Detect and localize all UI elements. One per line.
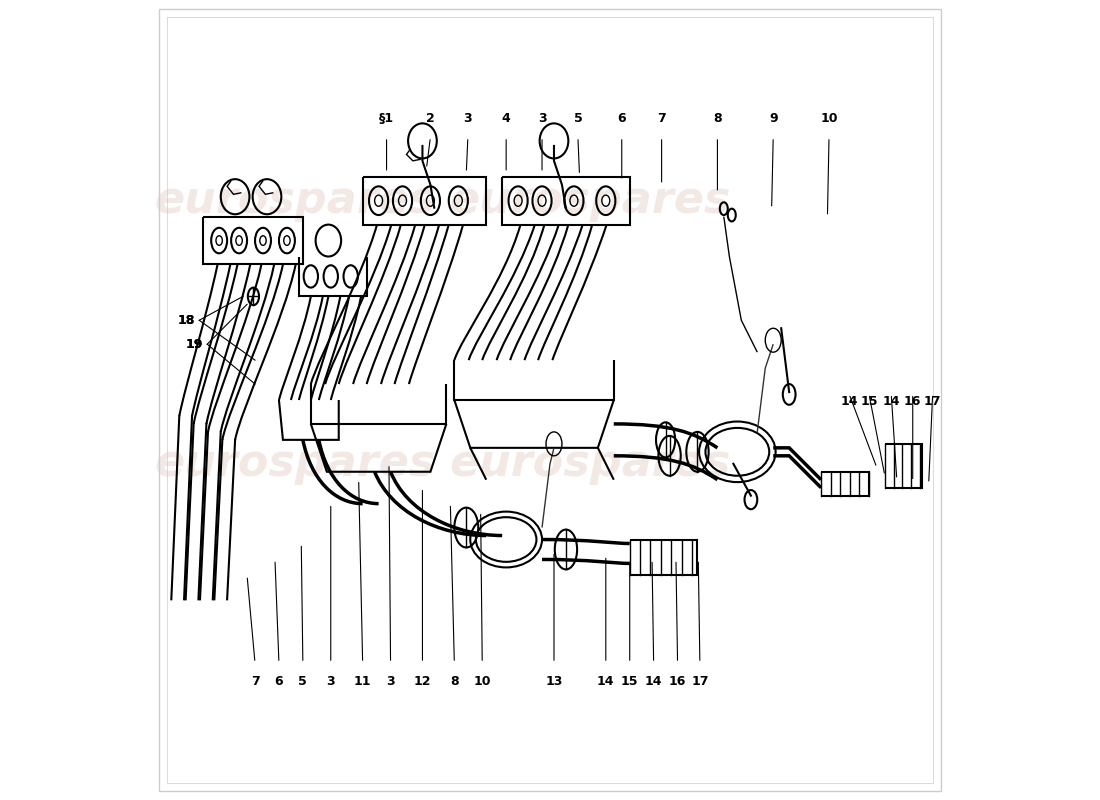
Text: 19: 19 xyxy=(186,338,204,350)
Text: 15: 15 xyxy=(860,395,878,408)
Text: 5: 5 xyxy=(573,112,582,125)
Text: 19: 19 xyxy=(186,338,204,350)
Text: 13: 13 xyxy=(546,675,563,688)
Text: 3: 3 xyxy=(327,675,336,688)
Text: 14: 14 xyxy=(840,395,858,408)
Text: 10: 10 xyxy=(473,675,491,688)
Text: 18: 18 xyxy=(178,314,195,326)
Text: 17: 17 xyxy=(691,675,708,688)
Text: 6: 6 xyxy=(617,112,626,125)
Text: 3: 3 xyxy=(538,112,547,125)
Text: §1: §1 xyxy=(379,112,394,125)
Text: 8: 8 xyxy=(450,675,459,688)
Text: 12: 12 xyxy=(414,675,431,688)
Text: 16: 16 xyxy=(904,395,922,408)
Text: 14: 14 xyxy=(882,395,900,408)
Text: 4: 4 xyxy=(502,112,510,125)
Text: 8: 8 xyxy=(713,112,722,125)
Text: 17: 17 xyxy=(924,395,942,408)
Text: 6: 6 xyxy=(275,675,284,688)
Text: eurospares: eurospares xyxy=(449,179,730,222)
Text: 3: 3 xyxy=(386,675,395,688)
Text: 5: 5 xyxy=(298,675,307,688)
Text: 9: 9 xyxy=(769,112,778,125)
Text: 18: 18 xyxy=(178,314,195,326)
Text: 2: 2 xyxy=(426,112,434,125)
Text: 10: 10 xyxy=(821,112,838,125)
Text: eurospares: eurospares xyxy=(154,179,436,222)
Text: 15: 15 xyxy=(621,675,638,688)
Text: 7: 7 xyxy=(657,112,665,125)
Text: 3: 3 xyxy=(463,112,472,125)
Text: 14: 14 xyxy=(597,675,615,688)
Text: 7: 7 xyxy=(251,675,260,688)
Text: 11: 11 xyxy=(354,675,372,688)
Text: 14: 14 xyxy=(645,675,662,688)
Text: 16: 16 xyxy=(669,675,686,688)
Text: eurospares: eurospares xyxy=(154,442,436,486)
Text: eurospares: eurospares xyxy=(449,442,730,486)
